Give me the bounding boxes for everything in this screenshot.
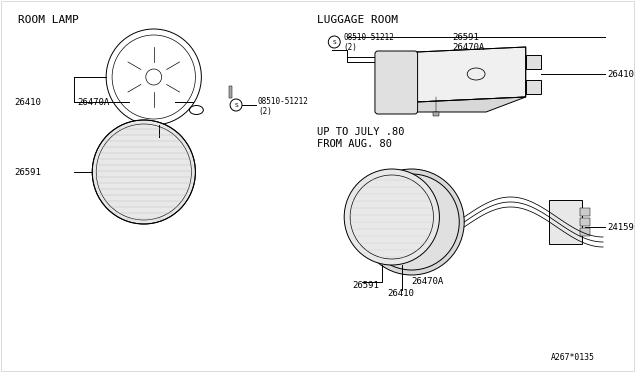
Text: 26470A: 26470A <box>77 97 109 106</box>
FancyBboxPatch shape <box>580 228 590 236</box>
Text: 26410: 26410 <box>387 289 413 298</box>
Text: FROM AUG. 80: FROM AUG. 80 <box>317 139 392 149</box>
Text: S: S <box>234 103 238 108</box>
Text: 26591: 26591 <box>452 32 479 42</box>
FancyBboxPatch shape <box>525 55 541 69</box>
Circle shape <box>92 120 195 224</box>
Text: A267*0135: A267*0135 <box>550 353 595 362</box>
Circle shape <box>364 174 460 270</box>
Text: UP TO JULY .80: UP TO JULY .80 <box>317 127 405 137</box>
Polygon shape <box>377 52 417 112</box>
Text: 26410: 26410 <box>14 97 41 106</box>
FancyBboxPatch shape <box>525 80 541 94</box>
FancyBboxPatch shape <box>228 86 232 98</box>
Text: 08510-51212: 08510-51212 <box>343 32 394 42</box>
Text: 08510-51212: 08510-51212 <box>258 96 308 106</box>
Text: (2): (2) <box>258 106 272 115</box>
Text: 26470A: 26470A <box>452 42 484 51</box>
Text: (2): (2) <box>343 42 357 51</box>
FancyBboxPatch shape <box>375 51 417 114</box>
FancyBboxPatch shape <box>433 112 440 116</box>
Text: 26470A: 26470A <box>412 278 444 286</box>
Text: 26591: 26591 <box>352 282 379 291</box>
Polygon shape <box>417 47 525 102</box>
FancyBboxPatch shape <box>548 200 582 244</box>
Circle shape <box>359 169 464 275</box>
Text: 26591: 26591 <box>14 167 41 176</box>
FancyBboxPatch shape <box>580 208 590 216</box>
Text: 24159: 24159 <box>607 222 634 231</box>
Circle shape <box>344 169 440 265</box>
Text: ROOM LAMP: ROOM LAMP <box>18 15 79 25</box>
Polygon shape <box>377 97 525 112</box>
Text: 26410: 26410 <box>607 70 634 78</box>
FancyBboxPatch shape <box>580 218 590 226</box>
Text: S: S <box>332 39 336 45</box>
Text: LUGGAGE ROOM: LUGGAGE ROOM <box>317 15 399 25</box>
